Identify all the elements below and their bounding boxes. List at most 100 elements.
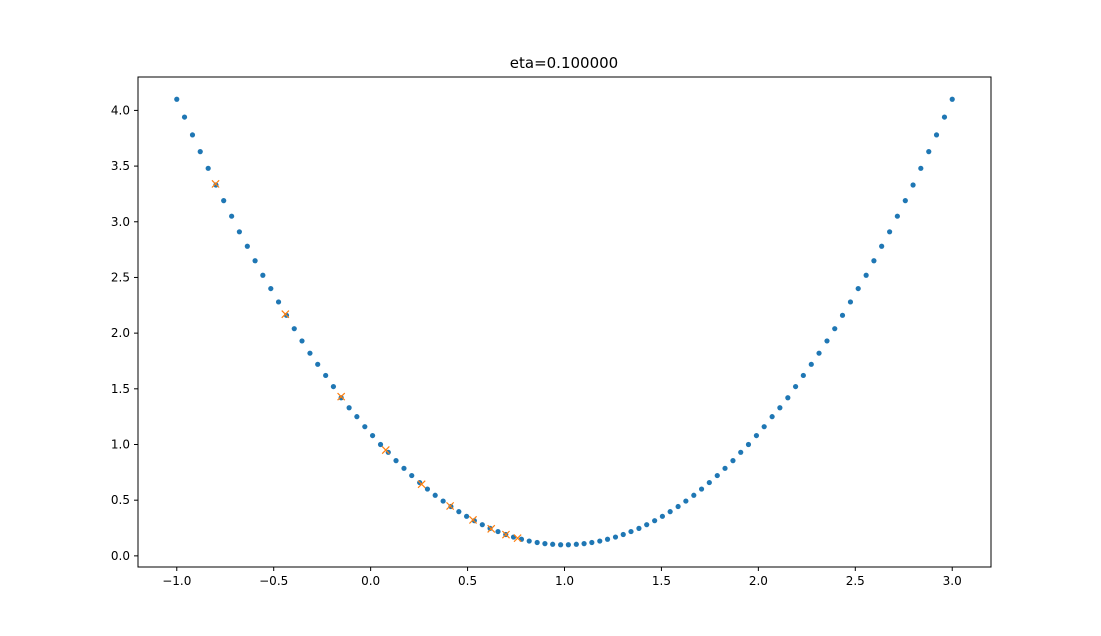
scatter-point — [236, 229, 242, 235]
scatter-point — [738, 449, 744, 455]
scatter-point — [534, 539, 540, 546]
scatter-point — [362, 424, 368, 430]
x-tick-label: 0.0 — [361, 574, 380, 588]
scatter-point — [879, 243, 885, 249]
scatter-point — [401, 465, 407, 471]
scatter-point — [456, 509, 462, 515]
scatter-point — [620, 531, 626, 538]
axes: −1.0 −0.5 0.0 0.5 1.0 1.5 2.0 2.5 3.0 0.0 0.5 1.0 1.… — [111, 103, 962, 588]
y-tick-label: 1.0 — [111, 438, 130, 452]
scatter-point — [636, 525, 642, 531]
scatter-point — [706, 479, 712, 486]
scatter-point — [354, 414, 360, 420]
scatter-point — [565, 542, 571, 548]
scatter-point — [863, 272, 869, 278]
scatter-point — [205, 165, 211, 171]
scatter-point — [440, 498, 446, 504]
scatter-point — [463, 513, 470, 519]
scatter-point — [315, 361, 321, 367]
x-tick-label: 1.0 — [555, 574, 574, 588]
scatter-point — [597, 538, 603, 544]
scatter-point — [949, 96, 955, 102]
x-tick-label: 0.5 — [458, 574, 477, 588]
scatter-point — [181, 114, 188, 120]
scatter-point — [424, 486, 431, 492]
scatter-point — [910, 182, 916, 188]
y-tick-label: 0.0 — [111, 549, 130, 563]
scatter-point — [518, 536, 525, 542]
iterate-x-marker — [468, 515, 478, 524]
scatter-point — [745, 441, 752, 448]
x-tick-label: 1.5 — [652, 574, 671, 588]
scatter-point — [299, 338, 305, 344]
scatter-point — [785, 395, 791, 401]
y-tick-label: 2.0 — [111, 326, 130, 340]
scatter-point — [189, 132, 196, 138]
scatter-point — [918, 165, 924, 171]
scatter-point — [432, 492, 438, 498]
iterate-x-marker — [487, 524, 496, 533]
scatter-point — [268, 285, 274, 292]
scatter-point — [604, 536, 611, 542]
scatter-point — [902, 198, 908, 204]
scatter-point — [346, 405, 352, 411]
scatter-point — [941, 114, 948, 120]
scatter-point — [855, 285, 861, 292]
plot-area — [174, 96, 955, 548]
scatter-point — [714, 472, 720, 479]
iterate-x-marker — [281, 310, 290, 319]
y-tick-label: 0.5 — [111, 493, 130, 507]
x-tick-label: 2.0 — [749, 574, 768, 588]
x-tick-label: 2.5 — [846, 574, 865, 588]
scatter-point — [573, 541, 579, 547]
scatter-point — [847, 299, 854, 305]
scatter-point — [393, 458, 399, 464]
scatter-point — [675, 503, 681, 510]
scatter-point — [174, 96, 180, 102]
scatter-point — [369, 432, 376, 439]
iterate-x-marker — [446, 501, 455, 510]
scatter-point — [275, 299, 282, 305]
scatter-point — [221, 198, 227, 204]
scatter-point — [291, 326, 297, 332]
scatter-point — [197, 149, 203, 155]
y-tick-label: 4.0 — [111, 103, 130, 117]
scatter-point — [761, 424, 767, 430]
scatter-point — [753, 432, 760, 439]
scatter-point — [800, 372, 806, 379]
iterate-x-marker — [381, 446, 390, 455]
scatter-point — [887, 229, 893, 235]
scatter-point — [338, 395, 344, 401]
scatter-point — [323, 372, 329, 379]
iterate-x-marker — [337, 392, 346, 401]
scatter-point — [252, 258, 258, 264]
iterate-x-marker — [513, 534, 522, 543]
x-tick-label: −0.5 — [259, 574, 288, 588]
scatter-point — [581, 541, 587, 547]
scatter-point — [839, 312, 846, 318]
scatter-point — [691, 492, 697, 498]
scatter-point — [628, 528, 634, 535]
scatter-point — [933, 132, 940, 138]
scatter-point — [644, 522, 650, 528]
axes-frame — [137, 76, 992, 568]
chart-title: eta=0.100000 — [510, 54, 618, 72]
scatter-point — [824, 338, 830, 344]
scatter-point — [612, 534, 619, 540]
scatter-point — [730, 458, 736, 464]
scatter-point — [495, 528, 501, 535]
scatter-point — [542, 541, 548, 547]
scatter-point — [659, 513, 666, 519]
scatter-point — [926, 149, 932, 155]
iterate-x-marker — [501, 530, 510, 539]
scatter-point — [244, 243, 250, 249]
scatter-point — [377, 441, 384, 448]
scatter-point — [667, 509, 673, 515]
scatter-point — [330, 383, 337, 390]
scatter-point — [307, 350, 313, 356]
scatter-point — [792, 383, 799, 390]
iterate-x-marker — [211, 179, 220, 188]
scatter-point — [550, 541, 556, 547]
